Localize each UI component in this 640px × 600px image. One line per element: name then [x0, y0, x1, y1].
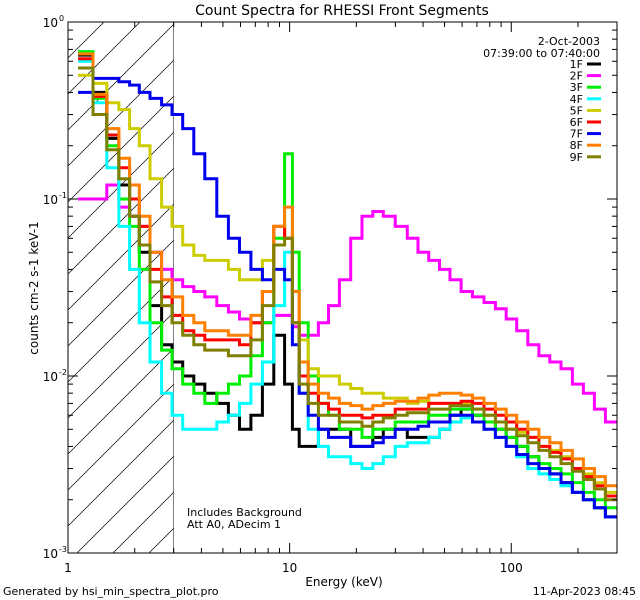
footer-generated-by: Generated by hsi_min_spectra_plot.pro [3, 585, 219, 598]
legend-label-7f: 7F [570, 128, 583, 141]
x-tick-label: 100 [500, 561, 523, 575]
legend-label-9f: 9F [570, 151, 583, 164]
hatch-line [68, 95, 174, 203]
time-range-label: 07:39:00 to 07:40:00 [483, 47, 600, 60]
hatch-line [68, 203, 174, 311]
y-tick-label: 10 [43, 193, 58, 207]
plot-frame [67, 21, 618, 554]
chart-title: Count Spectra for RHESSI Front Segments [195, 3, 489, 19]
x-tick-label: 1 [64, 561, 72, 575]
hatch-line [68, 131, 174, 239]
x-tick-label: 10 [282, 561, 297, 575]
hatch-line [68, 23, 174, 131]
hatch-line [68, 347, 174, 455]
series-1f [78, 53, 617, 519]
legend-label-8f: 8F [570, 139, 583, 152]
y-tick-label: 10 [43, 16, 58, 30]
x-axis-label: Energy (keV) [305, 575, 382, 589]
legend-label-3f: 3F [570, 81, 583, 94]
y-tick-exponent: -1 [59, 191, 67, 200]
y-tick-exponent: -3 [59, 545, 67, 554]
hatch-line [76, 455, 174, 553]
y-tick-exponent: -2 [59, 368, 67, 377]
legend-label-6f: 6F [570, 116, 583, 129]
axes-layer [67, 21, 618, 554]
hatch-line [68, 167, 174, 275]
hatch-line [68, 383, 174, 491]
series-layer [78, 50, 617, 519]
series-2f [78, 183, 617, 424]
x-tick-labels: 1 10 100 [64, 561, 523, 575]
hatch-line [68, 239, 174, 347]
hatch-line [68, 311, 174, 419]
annotation-attenuator: Att A0, ADecim 1 [187, 518, 281, 531]
series-4f [78, 59, 617, 519]
y-tick-label: 10 [43, 370, 58, 384]
footer-timestamp: 11-Apr-2023 08:45 [533, 585, 636, 598]
series-9f [78, 66, 617, 502]
date-label: 2-Oct-2003 [538, 35, 600, 48]
legend-label-5f: 5F [570, 104, 583, 117]
hatch-line [68, 22, 105, 59]
y-tick-exponent: 0 [59, 14, 64, 23]
legend-label-1f: 1F [570, 58, 583, 71]
series-6f [78, 57, 617, 498]
hatch-line [68, 419, 174, 527]
series-8f [78, 52, 617, 488]
y-axis-label: counts cm-2 s-1 keV-1 [27, 221, 41, 354]
legend-label-2f: 2F [570, 70, 583, 83]
legend-label-4f: 4F [570, 93, 583, 106]
hatch-line [68, 275, 174, 383]
series-7f [78, 76, 617, 519]
y-tick-label: 10 [43, 547, 58, 561]
annotation-background: Includes Background [187, 506, 302, 519]
